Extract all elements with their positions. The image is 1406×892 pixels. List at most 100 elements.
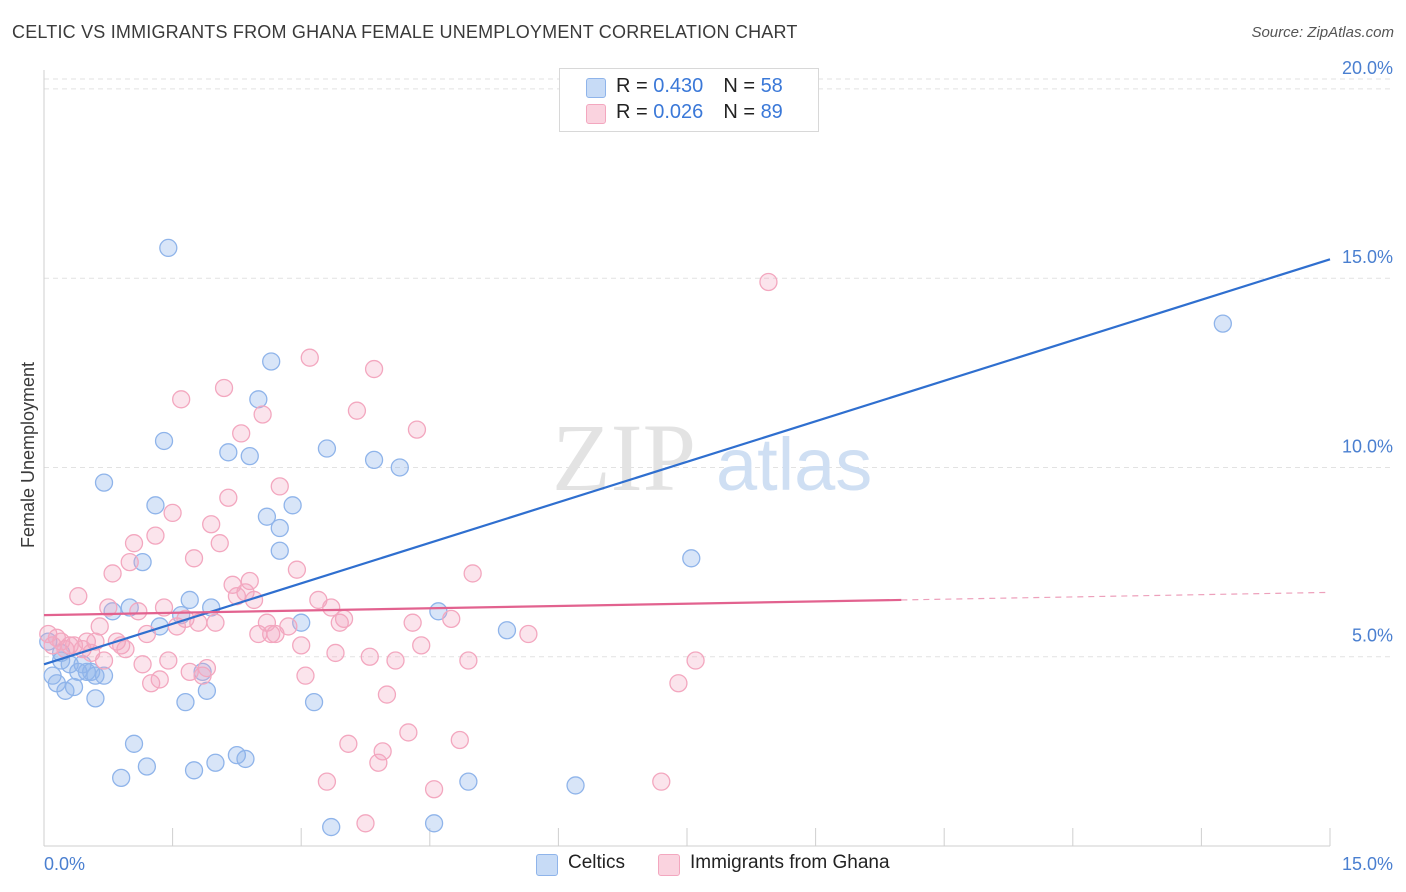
ghana-point xyxy=(240,571,259,591)
ghana-point xyxy=(279,617,298,636)
ghana-trend-line xyxy=(43,598,902,617)
celtics-point xyxy=(154,431,174,451)
series-swatch-ghana xyxy=(658,854,680,876)
ghana-point xyxy=(159,651,178,670)
celtics-point xyxy=(270,541,289,560)
ghana-point xyxy=(463,564,482,583)
ghana-point xyxy=(403,613,422,632)
legend-r-value: 0.430 xyxy=(653,75,704,97)
ghana-point xyxy=(652,772,671,791)
celtics-point xyxy=(206,753,225,772)
ghana-point xyxy=(759,272,778,292)
trend-lines xyxy=(43,258,1331,666)
ghana-point xyxy=(184,549,204,568)
ghana-point xyxy=(334,609,354,629)
ghana-point xyxy=(424,780,444,799)
y-tick-label: 20.0% xyxy=(1342,58,1393,78)
series-label-ghana: Immigrants from Ghana xyxy=(690,852,890,873)
ghana-point xyxy=(686,651,705,670)
celtics-point xyxy=(322,817,341,837)
legend-swatch-ghana xyxy=(586,104,606,124)
celtics-point xyxy=(133,552,152,572)
ghana-point xyxy=(116,640,135,659)
ghana-point xyxy=(347,401,367,420)
legend-n-label: N = xyxy=(723,101,761,123)
celtics-point xyxy=(86,666,105,685)
ghana-point xyxy=(326,643,345,663)
celtics-point xyxy=(137,757,157,776)
celtics-point xyxy=(124,734,144,753)
watermark-zip: ZIP xyxy=(552,404,696,511)
ghana-point xyxy=(150,670,169,689)
ghana-point xyxy=(412,636,431,655)
celtics-point xyxy=(390,458,409,477)
ghana-point xyxy=(129,602,148,621)
ghana-point xyxy=(90,617,109,636)
legend-n-value: 58 xyxy=(760,75,783,97)
series-label-celtics: Celtics xyxy=(568,852,626,873)
celtics-point xyxy=(257,507,277,526)
celtics-point xyxy=(682,549,701,568)
celtics-point xyxy=(317,439,337,458)
axes xyxy=(43,70,1331,847)
celtics-point xyxy=(236,749,255,769)
ghana-point xyxy=(146,526,165,545)
celtics-point xyxy=(497,621,517,640)
ghana-point xyxy=(154,598,174,617)
ghana-point xyxy=(373,742,392,761)
ghana-point xyxy=(369,753,388,772)
tick-labels: 5.0% 10.0% 15.0% 20.0% 0.0% 15.0% xyxy=(44,58,1393,874)
source-credit: Source: ZipAtlas.com xyxy=(1251,24,1394,41)
ghana-point xyxy=(172,390,191,409)
ghana-point xyxy=(407,420,427,439)
ghana-point xyxy=(69,587,88,606)
y-tick-label: 10.0% xyxy=(1342,436,1393,456)
celtics-point xyxy=(1213,314,1232,333)
chart-title: CELTIC VS IMMIGRANTS FROM GHANA FEMALE U… xyxy=(12,22,798,42)
celtics-point xyxy=(459,772,478,791)
ghana-point xyxy=(669,674,688,693)
celtics-point xyxy=(240,446,259,466)
ghana-point xyxy=(262,624,281,644)
ghana-point xyxy=(232,424,251,443)
ghana-point xyxy=(163,503,182,523)
ghana-point xyxy=(519,624,538,644)
celtics-point xyxy=(304,693,324,712)
legend-n-value: 89 xyxy=(760,101,783,123)
x-tick-label-min: 0.0% xyxy=(44,854,85,874)
ghana-point xyxy=(292,636,311,655)
celtics-point xyxy=(219,443,238,462)
celtics-point xyxy=(566,776,585,795)
ghana-point xyxy=(253,405,272,424)
celtics-point xyxy=(159,238,178,258)
ghana-point xyxy=(399,723,418,742)
celtics-point xyxy=(184,761,204,780)
grid-lines xyxy=(44,78,1390,658)
y-tick-label: 5.0% xyxy=(1352,626,1393,646)
celtics-point xyxy=(262,352,281,371)
ghana-point xyxy=(287,560,307,579)
ghana-point xyxy=(202,515,221,534)
ghana-point xyxy=(296,666,315,685)
celtics-point xyxy=(176,693,195,712)
ghana-point xyxy=(133,655,152,674)
ghana-point xyxy=(99,598,118,617)
celtics-point xyxy=(197,681,217,700)
celtics-point xyxy=(270,518,289,538)
ghana-point xyxy=(197,658,217,678)
ghana-point xyxy=(210,534,229,553)
legend-r-value: 0.026 xyxy=(653,101,704,123)
ghana-point xyxy=(219,488,238,507)
legend-swatch-celtics xyxy=(586,78,606,98)
y-tick-label: 15.0% xyxy=(1342,247,1393,267)
celtics-point xyxy=(283,496,302,515)
ghana-point xyxy=(450,730,469,750)
ghana-point xyxy=(459,651,478,670)
ghana-point xyxy=(364,359,384,379)
celtics-point xyxy=(424,814,444,833)
ghana-point xyxy=(360,647,379,666)
celtics-point xyxy=(112,768,131,788)
ghana-point xyxy=(317,772,337,791)
legend-r-label: R = xyxy=(616,75,654,97)
